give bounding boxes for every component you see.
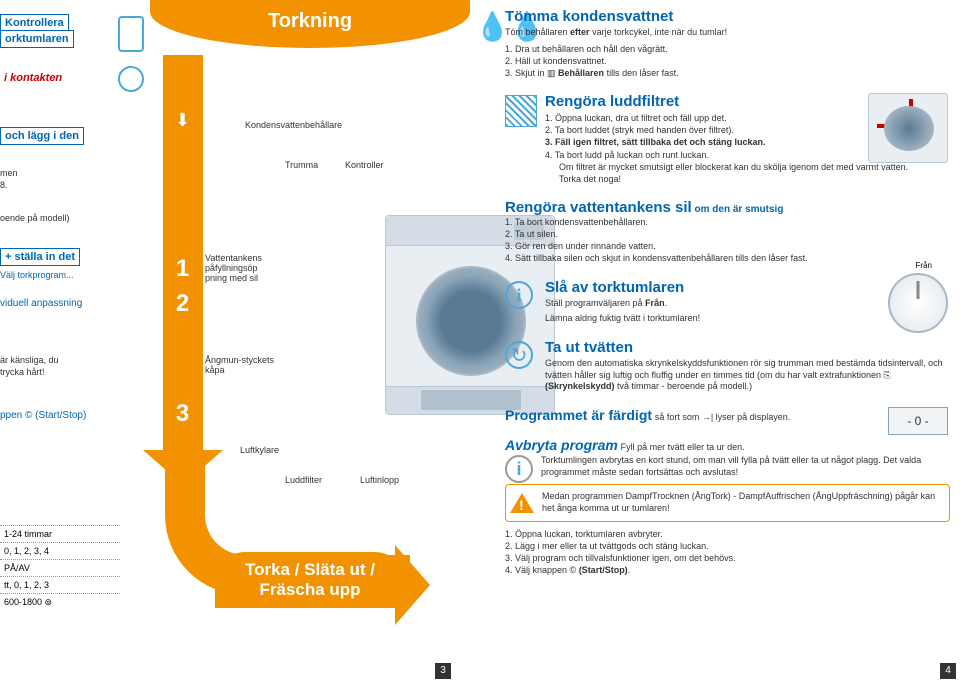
off-icon	[505, 281, 533, 309]
frag-7: oende på modell)	[0, 213, 70, 223]
s3-head: Rengöra vattentankens sil	[505, 199, 692, 216]
icon-check-machine	[118, 16, 144, 52]
sec-abort: Avbryta program Fyll på mer tvätt eller …	[505, 437, 950, 576]
s6-head: Programmet är färdigt	[505, 407, 652, 423]
s7-warn: Medan programmen DampfTrocknen (ÅngTork)…	[542, 491, 941, 514]
page-left: 3	[435, 663, 451, 679]
icon-plug	[118, 66, 144, 92]
lbl-kontroller: Kontroller	[345, 160, 384, 170]
frag-10: viduell anpassning	[0, 298, 82, 309]
s2-i6: Torka det noga!	[545, 173, 950, 185]
s7-i3: 3. Välj program och tillvalsfunktioner i…	[505, 552, 950, 564]
frag-4: och lägg i den	[0, 127, 84, 145]
lt-r3: PÅ/AV	[0, 559, 120, 576]
warning-box: Medan programmen DampfTrocknen (ÅngTork)…	[505, 484, 950, 521]
s5-head: Ta ut tvätten	[545, 339, 950, 356]
frag-12: trycka hårt!	[0, 367, 45, 377]
s7-i2: 2. Lägg i mer eller ta ut tvättgods och …	[505, 540, 950, 552]
s1-head: Tömma kondensvattnet	[505, 8, 950, 25]
sec-empty-condens: Tömma kondensvattnet Töm behållaren efte…	[505, 8, 950, 79]
frag-6: 8.	[0, 180, 8, 190]
sec-turn-off: Slå av torktumlaren Ställ programväljare…	[505, 279, 950, 325]
knob-label: Från	[916, 261, 932, 270]
s3-tail: om den är smutsig	[695, 204, 784, 215]
lbl-ang: Ångmun-styckets kåpa	[205, 355, 275, 375]
sec-program-done: Programmet är färdigt så fort som →| lys…	[505, 407, 950, 423]
frag-9: Välj torkprogram...	[0, 270, 74, 280]
s7-info: Torktumlingen avbrytas en kort stund, om…	[541, 455, 950, 478]
s1-i3: 3. Skjut in ▥ Behållaren tills den låser…	[505, 67, 950, 79]
frag-3: i kontakten	[0, 70, 66, 86]
knob-thumb	[888, 273, 948, 333]
lbl-luft: Luftkylare	[240, 445, 279, 455]
frag-8: + ställa in det	[0, 248, 80, 266]
s7-i1: 1. Öppna luckan, torktumlaren avbryter.	[505, 528, 950, 540]
lbl-trumma: Trumma	[285, 160, 318, 170]
left-table: 1-24 timmar 0, 1, 2, 3, 4 PÅ/AV tt, 0, 1…	[0, 525, 120, 611]
dryer-diagram: Kondensvattenbehållare Trumma Kontroller…	[150, 55, 485, 505]
sec-clean-tank: Rengöra vattentankens sil om den är smut…	[505, 199, 950, 265]
s7-head: Avbryta program	[505, 437, 618, 453]
lbl-kondens: Kondensvattenbehållare	[245, 120, 342, 130]
s1-i1: 1. Dra ut behållaren och håll den vågrät…	[505, 43, 950, 55]
right-column: Tömma kondensvattnet Töm behållaren efte…	[505, 8, 950, 590]
s3-i3: 3. Gör ren den under rinnande vatten.	[505, 240, 950, 252]
refresh-icon	[505, 341, 533, 369]
lt-r1: 1-24 timmar	[0, 525, 120, 542]
lt-r5: 600-1800 ⊚	[0, 593, 120, 611]
header-title: Torkning	[150, 0, 470, 48]
frag-2: orktumlaren	[0, 30, 74, 48]
s3-i1: 1. Ta bort kondensvattenbehållaren.	[505, 216, 950, 228]
warning-icon	[510, 493, 534, 513]
s3-i4: 4. Sätt tillbaka silen och skjut in kond…	[505, 252, 950, 264]
footer-orange-text: Torka / Släta ut / Fräscha upp	[215, 552, 405, 608]
s5-t1: Genom den automatiska skrynkelskyddsfunk…	[545, 358, 950, 393]
s1-i2: 2. Häll ut kondensvattnet.	[505, 55, 950, 67]
s1-intro: Töm behållaren efter varje torkcykel, in…	[505, 27, 950, 39]
s6-tail: så fort som →| lyser på displayen.	[655, 412, 790, 422]
red-arrow-2	[909, 99, 913, 115]
page-right: 4	[940, 663, 956, 679]
s3-i2: 2. Ta ut silen.	[505, 228, 950, 240]
s7-i4: 4. Välj knappen © (Start/Stop).	[505, 564, 950, 576]
lbl-vatten: Vattentankens påfyllningsöp pning med si…	[205, 253, 275, 283]
lbl-inlopp: Luftinlopp	[360, 475, 399, 485]
thumb-lint	[868, 93, 948, 163]
lt-r4: tt, 0, 1, 2, 3	[0, 576, 120, 593]
lbl-ludd: Luddfilter	[285, 475, 322, 485]
s7-tail: Fyll på mer tvätt eller ta ur den.	[621, 442, 745, 452]
lt-r2: 0, 1, 2, 3, 4	[0, 542, 120, 559]
frag-5: men	[0, 168, 18, 178]
frag-11: är känsliga, du	[0, 355, 59, 365]
sec-clean-lint: Rengöra luddfiltret 1. Öppna luckan, dra…	[505, 93, 950, 185]
s4-t2: Lämna aldrig fuktig tvätt i torktumlaren…	[545, 313, 950, 325]
display-box: - 0 -	[888, 407, 948, 435]
frag-13: ppen © (Start/Stop)	[0, 410, 86, 421]
info-icon	[505, 455, 533, 483]
red-arrow-1	[877, 124, 893, 128]
lint-icon	[505, 95, 537, 127]
sec-remove-laundry: Ta ut tvätten Genom den automatiska skry…	[505, 339, 950, 393]
